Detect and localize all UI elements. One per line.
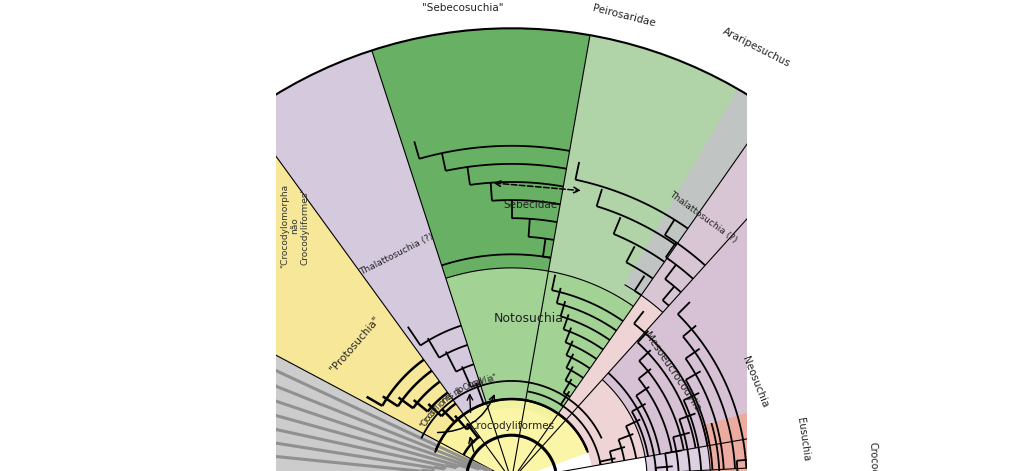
Polygon shape bbox=[371, 28, 590, 278]
Text: y: y bbox=[431, 404, 441, 414]
Text: Eusuchia: Eusuchia bbox=[795, 417, 810, 462]
Text: ": " bbox=[491, 373, 496, 383]
Text: Araripesuchus: Araripesuchus bbox=[721, 26, 792, 70]
Text: r: r bbox=[465, 381, 472, 390]
Text: d: d bbox=[476, 376, 484, 387]
Text: r: r bbox=[440, 397, 448, 406]
Text: Neosuchia: Neosuchia bbox=[740, 355, 769, 409]
Text: n: n bbox=[451, 387, 460, 398]
Text: "Protosuchia": "Protosuchia" bbox=[327, 314, 382, 374]
Text: a: a bbox=[487, 374, 494, 383]
Text: y: y bbox=[479, 375, 486, 386]
Text: l: l bbox=[483, 375, 487, 384]
Text: C: C bbox=[461, 382, 471, 392]
Text: o: o bbox=[468, 379, 476, 390]
Text: Mesoeucrocodylia: Mesoeucrocodylia bbox=[642, 330, 703, 413]
Polygon shape bbox=[624, 89, 814, 312]
Text: e: e bbox=[444, 392, 453, 403]
Text: Thalattosuchia (?): Thalattosuchia (?) bbox=[667, 189, 739, 244]
Polygon shape bbox=[603, 145, 963, 471]
Text: ": " bbox=[418, 421, 429, 430]
Text: Crocodyliformes: Crocodyliformes bbox=[469, 421, 554, 431]
Text: c: c bbox=[470, 378, 478, 389]
Polygon shape bbox=[703, 356, 964, 471]
Text: Peirosaridae: Peirosaridae bbox=[591, 3, 657, 29]
Text: ã: ã bbox=[453, 386, 462, 396]
Text: o: o bbox=[456, 384, 465, 395]
Polygon shape bbox=[548, 35, 771, 306]
Text: o: o bbox=[437, 398, 447, 408]
Text: o: o bbox=[427, 409, 437, 418]
Text: Crocodylia: Crocodylia bbox=[868, 442, 879, 471]
Text: o: o bbox=[473, 377, 481, 388]
Text: d: d bbox=[429, 406, 439, 416]
Polygon shape bbox=[59, 268, 512, 471]
Text: o: o bbox=[424, 414, 434, 423]
Text: i: i bbox=[436, 401, 444, 409]
Text: l: l bbox=[434, 403, 442, 411]
Polygon shape bbox=[435, 399, 588, 471]
Text: "Crocodylomorpha
não
Crocodyliformes": "Crocodylomorpha não Crocodyliformes" bbox=[280, 184, 310, 268]
Polygon shape bbox=[559, 110, 957, 466]
Text: C: C bbox=[419, 418, 431, 428]
Text: Notosuchia: Notosuchia bbox=[493, 312, 564, 325]
Text: "Sebecosuchia": "Sebecosuchia" bbox=[421, 3, 503, 13]
Polygon shape bbox=[113, 114, 485, 459]
Polygon shape bbox=[371, 28, 771, 421]
Text: Thalattosuchia (?): Thalattosuchia (?) bbox=[358, 232, 435, 277]
Text: s: s bbox=[446, 391, 455, 401]
Polygon shape bbox=[246, 50, 489, 422]
Text: i: i bbox=[486, 374, 490, 384]
Text: c: c bbox=[425, 411, 435, 421]
Text: m: m bbox=[440, 393, 452, 406]
Text: Sebecidae: Sebecidae bbox=[503, 200, 558, 210]
Text: r: r bbox=[421, 416, 432, 424]
Polygon shape bbox=[791, 449, 964, 471]
